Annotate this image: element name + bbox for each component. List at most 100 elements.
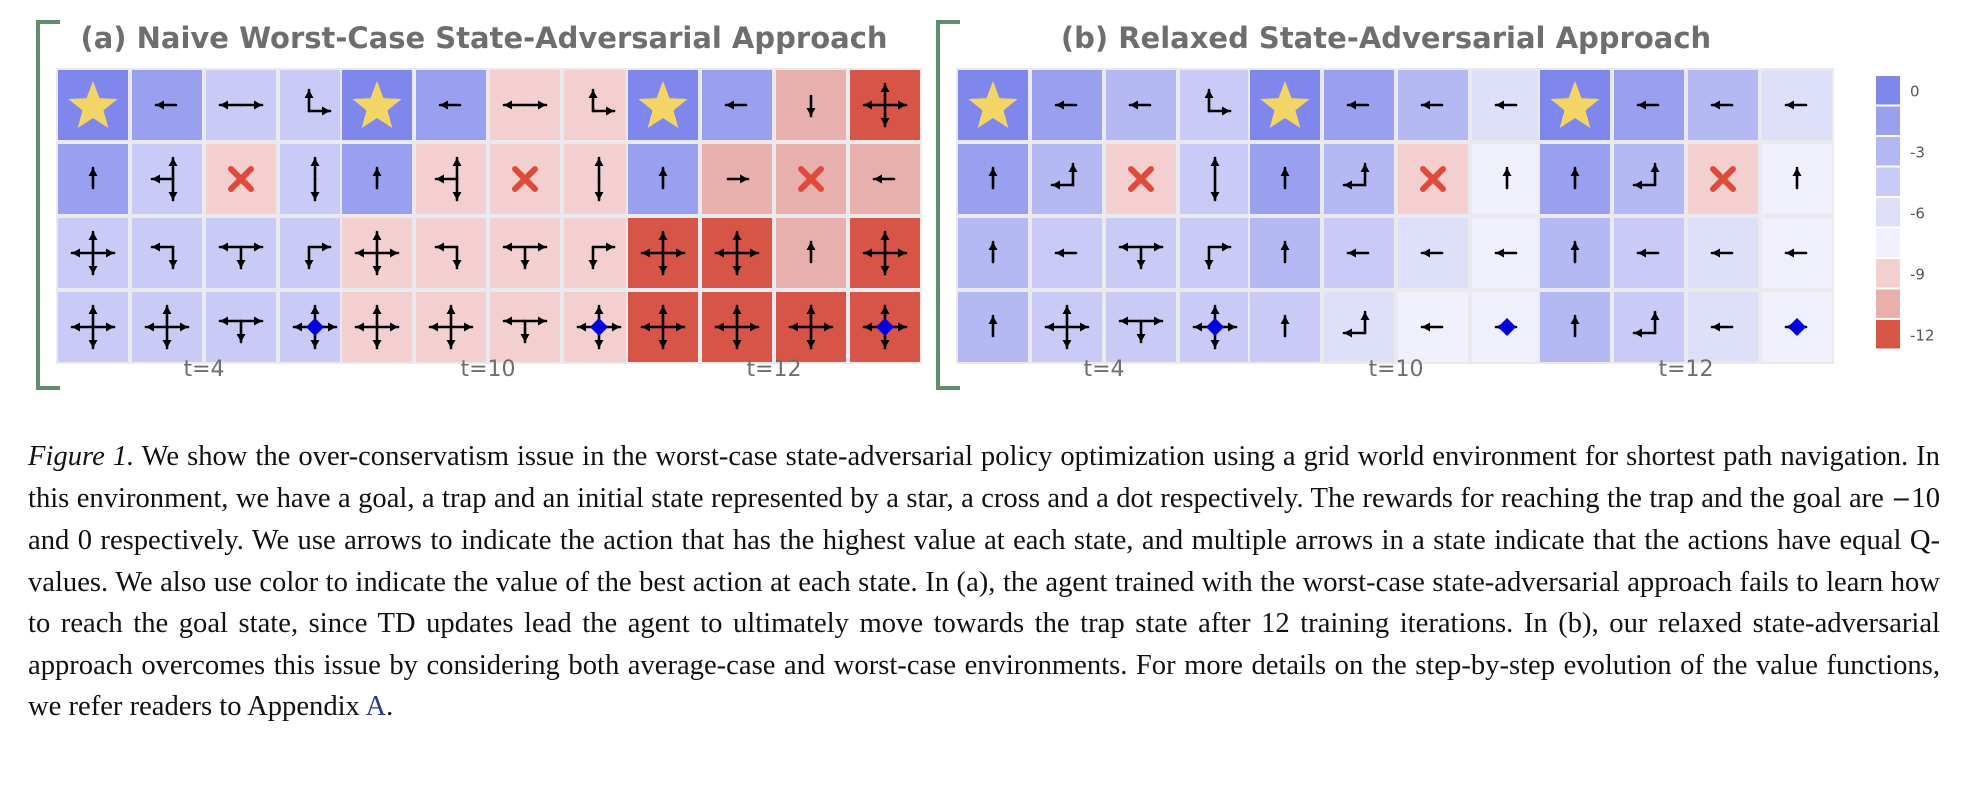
panel-title: (b) Relaxed State-Adversarial Approach: [1061, 21, 1711, 55]
grid-cell: [1688, 144, 1758, 214]
grid-cell: [1250, 292, 1320, 362]
grid-cell: [958, 70, 1028, 140]
grid-t-12: t=12: [626, 68, 922, 382]
grid-cell: [1688, 292, 1758, 362]
grid-cell: [1180, 218, 1250, 288]
grid-t-12: t=12: [1538, 68, 1834, 382]
grid-cell: [564, 144, 634, 214]
grid-cell: [206, 144, 276, 214]
colorbar-swatch: [1876, 259, 1900, 288]
grid-cell: [1762, 144, 1832, 214]
grid-cell: [132, 144, 202, 214]
grid-cell: [564, 218, 634, 288]
grid-cell: [342, 218, 412, 288]
grid-cell: [850, 218, 920, 288]
grid-cell: [1614, 292, 1684, 362]
grid-cell: [1762, 218, 1832, 288]
caption-figure-label: Figure 1.: [28, 441, 135, 472]
grid-cell: [1032, 218, 1102, 288]
value-colorbar: 0 -3 -6 -9 -12: [1876, 76, 1935, 349]
colorbar-swatch: [1876, 137, 1900, 166]
grid-t-4: t=4: [956, 68, 1252, 382]
grid-cell: [1106, 144, 1176, 214]
figure-caption: Figure 1. We show the over-conservatism …: [28, 436, 1940, 728]
grid-cell: [1324, 70, 1394, 140]
grid-cell: [958, 292, 1028, 362]
colorbar-tick-label: -6: [1910, 204, 1925, 222]
grid-cell: [1106, 218, 1176, 288]
grid-cell: [416, 70, 486, 140]
colorbar-tick-label: -3: [1910, 143, 1925, 161]
grid-cell: [1762, 70, 1832, 140]
iteration-label: t=12: [1658, 357, 1713, 382]
grid-cell: [206, 70, 276, 140]
grid-cell: [1472, 144, 1542, 214]
grid-cell: [776, 292, 846, 362]
colorbar-swatch: [1876, 289, 1900, 318]
grid-cell: [490, 70, 560, 140]
panels: (a) Naive Worst-Case State-Adversarial A…: [36, 20, 1834, 390]
grid-cell: [1032, 70, 1102, 140]
grid-cell: [1540, 292, 1610, 362]
grid-cell: [342, 144, 412, 214]
iteration-label: t=4: [183, 357, 224, 382]
grid-cell: [490, 144, 560, 214]
grid-cell: [776, 144, 846, 214]
grid-cell: [58, 292, 128, 362]
grid-cell: [1398, 144, 1468, 214]
grid-t-4: t=4: [56, 68, 352, 382]
grid-cell: [1540, 144, 1610, 214]
grid-cell: [1614, 144, 1684, 214]
appendix-link[interactable]: A: [365, 691, 387, 722]
grid-cell: [1250, 70, 1320, 140]
colorbar-swatch: [1876, 228, 1900, 257]
caption-text-3: .: [386, 691, 394, 722]
grid-cell: [958, 218, 1028, 288]
panel-bracket: [36, 20, 60, 390]
grid-cell: [1472, 218, 1542, 288]
colorbar-swatch: [1876, 167, 1900, 196]
grid-cell: [628, 144, 698, 214]
grid-cell: [490, 218, 560, 288]
colorbar-tick-label: 0: [1910, 82, 1920, 100]
grid-cell: [206, 218, 276, 288]
grid-cell: [958, 144, 1028, 214]
grid-cell: [280, 144, 350, 214]
grid-t-10: t=10: [340, 68, 636, 382]
grid-cell: [628, 70, 698, 140]
grid-cell: [342, 292, 412, 362]
figure-1-grid-worlds: (a) Naive Worst-Case State-Adversarial A…: [36, 20, 1935, 390]
grid-cell: [416, 218, 486, 288]
grid-cell: [490, 292, 560, 362]
grid-cell: [850, 144, 920, 214]
grid-cell: [776, 218, 846, 288]
grid-cell: [1250, 218, 1320, 288]
grid-cell: [702, 218, 772, 288]
grid-cell: [702, 292, 772, 362]
iteration-label: t=10: [1368, 357, 1423, 382]
grid-cell: [1472, 70, 1542, 140]
iteration-label: t=12: [746, 357, 801, 382]
grid-cell: [1540, 218, 1610, 288]
grid-cell: [1398, 292, 1468, 362]
grid-cell: [1614, 70, 1684, 140]
panel-title: (a) Naive Worst-Case State-Adversarial A…: [80, 21, 887, 55]
colorbar-swatch: [1876, 198, 1900, 227]
grid-cell: [416, 144, 486, 214]
grid-cell: [564, 292, 634, 362]
grid-cell: [1324, 144, 1394, 214]
grid-cell: [564, 70, 634, 140]
grid-cell: [1180, 292, 1250, 362]
grid-cell: [280, 70, 350, 140]
grid-cell: [850, 292, 920, 362]
grid-cell: [1180, 70, 1250, 140]
grid-cell: [776, 70, 846, 140]
grid-cell: [416, 292, 486, 362]
panel-a: (a) Naive Worst-Case State-Adversarial A…: [36, 20, 922, 390]
grid-cell: [280, 292, 350, 362]
grid-cell: [1032, 144, 1102, 214]
grid-cell: [58, 70, 128, 140]
caption-minus-sign: −: [1891, 484, 1912, 513]
grid-cell: [1324, 218, 1394, 288]
grid-cell: [850, 70, 920, 140]
